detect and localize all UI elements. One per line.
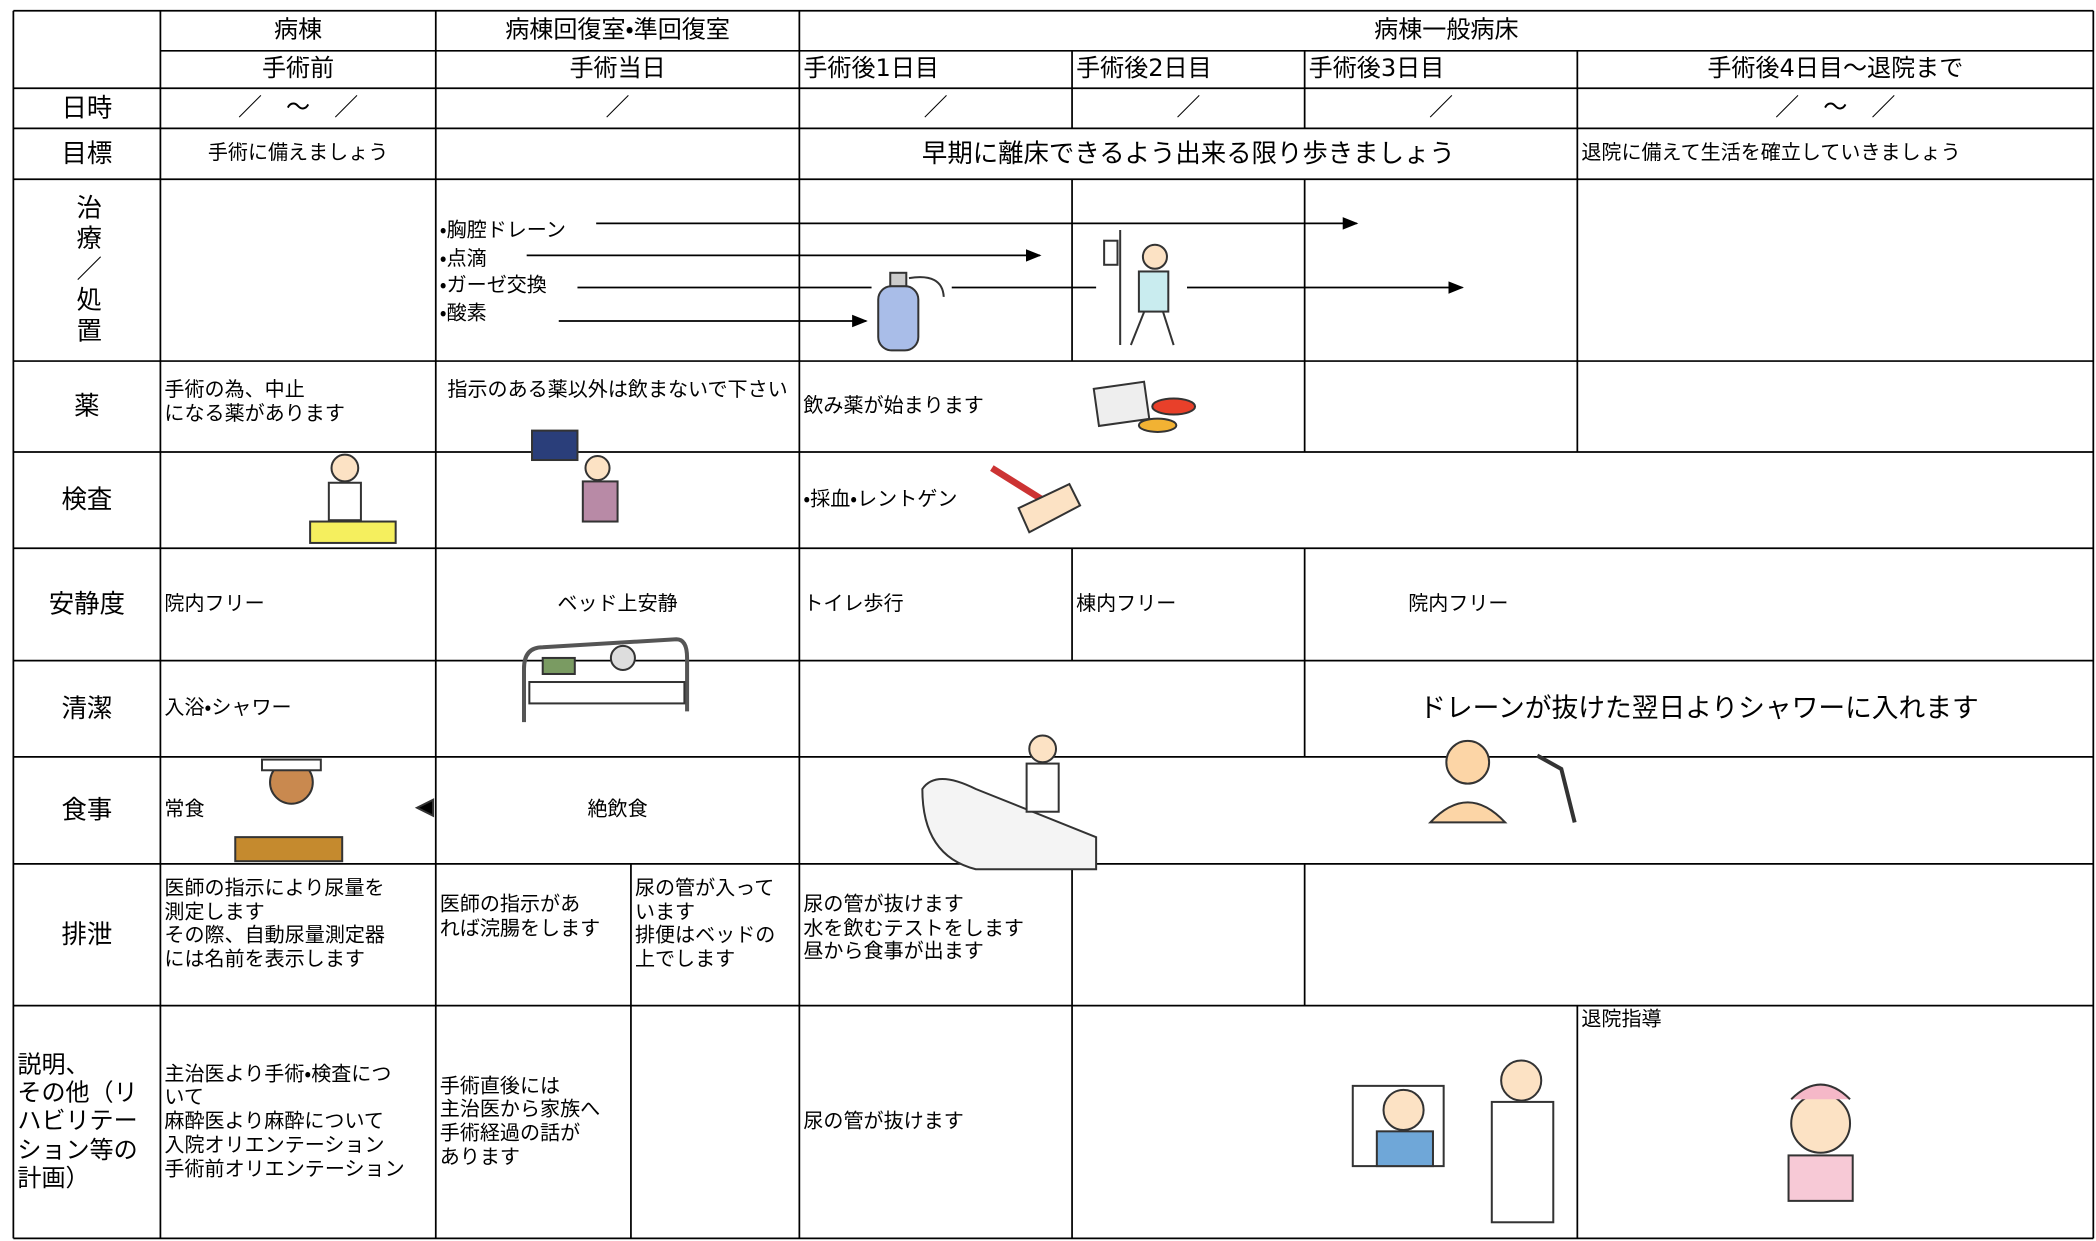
person-head (584, 455, 611, 482)
table-cell: ベッド上安静 (557, 591, 678, 616)
patient-head (1141, 243, 1168, 270)
table-cell: 早期に離床できるよう出来る限り歩きましょう (921, 138, 1455, 169)
table-cell: 院内フリー (164, 591, 265, 616)
table-cell: 手術に備えましょう (207, 140, 389, 165)
row-label: 日時 (61, 93, 113, 123)
meal-tray (234, 836, 344, 863)
shower-person-head (1445, 739, 1491, 785)
shower-hose (1536, 753, 1577, 823)
patient-body (1375, 1130, 1434, 1168)
table-cell: ／ ～ ／ (237, 94, 359, 123)
table-cell: ／ ～ ／ (1775, 94, 1896, 123)
table-cell: ／ (1428, 94, 1454, 123)
table-cell: ・ガーゼ交換 (439, 274, 547, 298)
day-header: 手術後3日目 (1308, 55, 1445, 84)
oxygen-tube (908, 276, 945, 297)
window (531, 429, 579, 462)
illustrations (234, 230, 1854, 1224)
table-cell: 常食 (164, 797, 205, 822)
table-cell: ・採血・レントゲン (803, 486, 958, 512)
table-cell: 手術の為、中止 になる薬があります (164, 377, 345, 425)
nurse-body (1025, 762, 1060, 813)
table-cell: 主治医より手術・検査につ いて 麻酔医より麻酔について 入院オリエンテーション … (164, 1061, 405, 1181)
patient-legs (1129, 311, 1175, 346)
table-cell: ／ (1176, 94, 1201, 123)
nurse-cap (1790, 1083, 1851, 1100)
day-header: 手術後4日目～退院まで (1707, 55, 1964, 84)
table-cell: 棟内フリー (1076, 591, 1177, 616)
table-cell: 絶飲食 (587, 797, 648, 822)
nurse-head (330, 453, 360, 483)
table-cell: ・胸腔ドレーン (439, 219, 566, 243)
patient-bed (921, 777, 1098, 871)
row-label: 清潔 (61, 693, 113, 724)
oxygen-valve (889, 271, 908, 288)
day-header: 手術後2日目 (1076, 55, 1212, 84)
table-cell: トイレ歩行 (803, 591, 904, 616)
table-cell: 院内フリー (1408, 591, 1509, 616)
table-cell: 医師の指示があ れば浣腸をします (439, 891, 601, 940)
day-header: 手術後1日目 (803, 55, 939, 84)
person-body (581, 480, 619, 523)
table-cell: 尿の管が抜けます 水を飲むテストをします 昼から食事が出ます (803, 891, 1024, 964)
table-cell: ／ (605, 94, 630, 123)
table-cell: 尿の管が抜けます (803, 1108, 964, 1133)
marker-triangle (414, 798, 435, 818)
capsule (1151, 397, 1197, 416)
nurse-body (327, 481, 362, 522)
bed-mattress (528, 681, 686, 705)
table-cell: ／ (923, 94, 948, 123)
desk (309, 520, 397, 544)
treatment-arrows (526, 217, 1464, 328)
bedside-box (541, 656, 576, 675)
table-cell: 手術直後には 主治医から家族へ 手術経過の話が あります (439, 1073, 601, 1169)
day-header: 手術当日 (569, 55, 666, 84)
doctor-head (1500, 1059, 1543, 1102)
table-cell: 尿の管が入って います 排便はベッドの 上でします (634, 875, 776, 971)
bed-frame (521, 637, 690, 723)
iv-bag (1103, 239, 1119, 266)
row-label: 説明、 その他（リ ハビリテー ション等の 計画） (17, 1050, 138, 1193)
ward-header: 病棟回復室・準回復室 (505, 16, 730, 45)
table-cell: 指示のある薬以外は飲まないで下さい (447, 377, 788, 402)
table-cell: 退院指導 (1581, 1006, 1662, 1032)
patient-body (1137, 270, 1170, 313)
ward-header: 病棟 (274, 16, 323, 45)
table-cell: 退院に備えて生活を確立していきましょう (1581, 140, 1961, 165)
row-label: 排泄 (61, 919, 113, 950)
arm (1017, 482, 1082, 534)
row-label: 安静度 (48, 589, 125, 619)
nurse-head (1790, 1092, 1852, 1154)
patient-head (609, 644, 636, 671)
table-cell: 入浴・シャワー (164, 695, 292, 720)
row-label: 目標 (61, 138, 113, 169)
medicine-pack (1092, 380, 1151, 428)
cook-hat (260, 758, 322, 772)
row-label: 治療／処置 (72, 193, 102, 348)
ward-header: 病棟一般病床 (1374, 16, 1519, 45)
table-cell: ・酸素 (439, 302, 487, 326)
nurse-head (1028, 734, 1058, 764)
row-label: 食事 (61, 795, 113, 825)
shower-person-body (1427, 801, 1508, 824)
table-cell: ドレーンが抜けた翌日よりシャワーに入れます (1419, 691, 1979, 724)
capsule (1137, 417, 1178, 433)
table-cell: 飲み薬が始まります (803, 393, 984, 418)
patient-head (1382, 1088, 1425, 1132)
table-cell: ・点滴 (439, 247, 487, 271)
row-label: 薬 (74, 391, 100, 421)
row-label: 検査 (61, 485, 113, 515)
doctor-coat (1490, 1100, 1555, 1224)
oxygen-tank (877, 285, 920, 352)
table-cell: 医師の指示により尿量を 測定します その際、自動尿量測定器 には名前を表示します (164, 875, 385, 971)
nurse-body (1787, 1154, 1854, 1202)
day-header: 手術前 (261, 55, 335, 84)
